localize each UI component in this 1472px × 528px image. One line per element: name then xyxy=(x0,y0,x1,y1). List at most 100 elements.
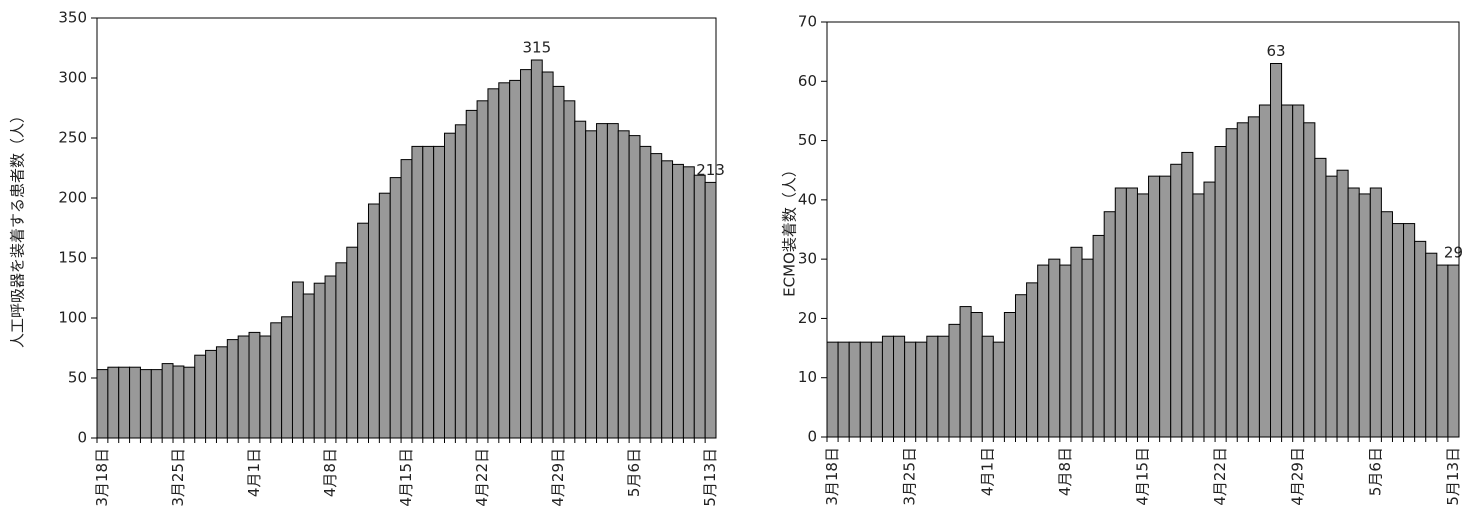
bar xyxy=(96,369,109,439)
bar xyxy=(194,354,207,439)
bar xyxy=(248,331,261,439)
bar xyxy=(1347,187,1360,438)
y-tick-label: 300 xyxy=(58,69,87,87)
bar xyxy=(1336,169,1349,438)
bar xyxy=(693,174,706,439)
bar xyxy=(981,335,994,438)
bar xyxy=(1225,128,1238,438)
bar xyxy=(661,160,674,439)
bar xyxy=(530,59,543,439)
bar xyxy=(870,341,883,438)
bar xyxy=(1447,264,1460,438)
bar xyxy=(139,369,152,439)
y-tick-label: 60 xyxy=(798,72,817,90)
bar xyxy=(1236,122,1249,438)
bar xyxy=(1214,146,1227,438)
bar xyxy=(970,312,983,438)
bar xyxy=(1081,258,1094,438)
y-tick-label: 0 xyxy=(807,428,817,446)
bar xyxy=(1014,294,1028,438)
y-tick-label: 350 xyxy=(58,9,87,27)
bar xyxy=(226,339,239,439)
bar xyxy=(926,335,939,438)
bar xyxy=(205,349,217,439)
bar xyxy=(509,79,522,439)
bar xyxy=(639,145,652,439)
x-tick-label: 3月25日 xyxy=(169,448,187,507)
bar xyxy=(1369,187,1382,438)
bar xyxy=(1436,264,1449,438)
bar xyxy=(161,363,174,439)
bar xyxy=(259,335,272,439)
y-tick-label: 250 xyxy=(58,129,87,147)
bar xyxy=(959,306,972,438)
bar xyxy=(400,159,413,439)
value-label: 63 xyxy=(1267,42,1286,60)
bar xyxy=(904,341,917,438)
bar xyxy=(389,177,402,439)
bar xyxy=(281,316,293,439)
bar xyxy=(118,366,131,439)
bar xyxy=(476,100,489,439)
bar xyxy=(1059,264,1072,438)
bar xyxy=(378,192,391,439)
y-tick-label: 40 xyxy=(798,190,817,208)
bar xyxy=(150,369,163,439)
bar xyxy=(465,109,478,439)
bar xyxy=(1103,211,1116,438)
bar xyxy=(1170,163,1183,438)
bar xyxy=(1070,246,1083,438)
x-tick-label: 3月18日 xyxy=(823,447,841,506)
y-tick-label: 100 xyxy=(58,309,87,327)
x-tick-label: 4月29日 xyxy=(1289,447,1307,506)
bar xyxy=(628,135,641,439)
bar xyxy=(859,341,872,438)
y-tick-label: 10 xyxy=(798,368,817,386)
bar xyxy=(411,145,424,439)
x-tick-label: 4月8日 xyxy=(1056,447,1074,496)
bar xyxy=(826,341,839,438)
bar xyxy=(585,130,598,439)
x-tick-label: 3月25日 xyxy=(901,447,919,506)
x-tick-label: 4月15日 xyxy=(397,448,415,507)
y-tick-label: 70 xyxy=(798,13,817,31)
x-tick-label: 4月1日 xyxy=(978,447,996,496)
bar xyxy=(1092,234,1105,438)
bar xyxy=(346,246,359,439)
bar xyxy=(324,275,337,439)
value-label: 213 xyxy=(696,161,725,179)
bar xyxy=(1292,104,1305,438)
bar xyxy=(487,88,500,439)
bar xyxy=(1148,175,1161,438)
x-tick-label: 4月29日 xyxy=(549,448,567,507)
y-tick-label: 150 xyxy=(58,249,87,267)
bar xyxy=(1425,252,1438,438)
bar xyxy=(215,346,228,439)
y-tick-label: 0 xyxy=(77,429,87,447)
bar xyxy=(129,366,141,439)
value-label: 315 xyxy=(522,39,551,57)
y-axis-label: 人工呼吸器を装着する患者数（人） xyxy=(9,108,27,348)
bar xyxy=(270,322,283,439)
x-tick-label: 5月6日 xyxy=(625,448,643,497)
bar xyxy=(335,262,348,439)
bar xyxy=(552,85,565,439)
bar xyxy=(172,365,185,439)
bar xyxy=(1258,104,1272,438)
y-tick-label: 20 xyxy=(798,309,817,327)
bar xyxy=(704,181,717,439)
x-tick-label: 5月13日 xyxy=(1444,447,1462,506)
bar xyxy=(183,366,196,439)
bar xyxy=(302,293,315,439)
y-tick-label: 50 xyxy=(798,131,817,149)
bar xyxy=(893,335,906,438)
bar xyxy=(937,335,950,438)
bar xyxy=(1380,211,1393,438)
bar xyxy=(672,163,684,439)
y-tick-label: 200 xyxy=(58,189,87,207)
y-axis-label: ECMO装着数（人） xyxy=(781,162,799,297)
bar xyxy=(650,153,663,439)
bar xyxy=(357,222,369,439)
bar xyxy=(848,341,861,438)
